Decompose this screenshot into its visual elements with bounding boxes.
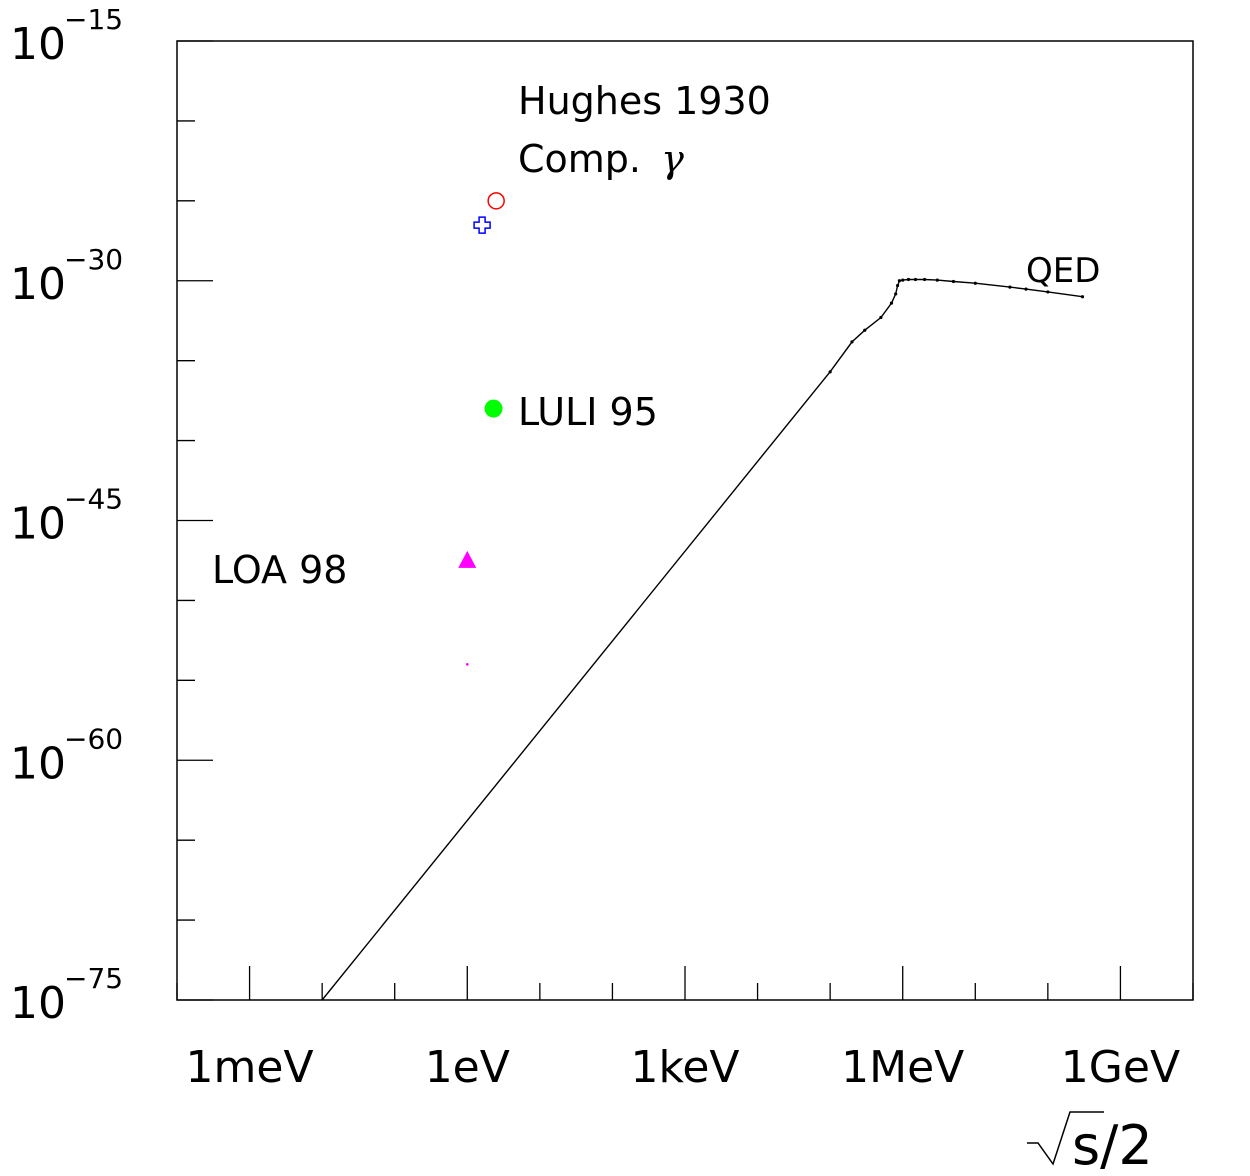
label-comp-prefix: Comp. bbox=[518, 137, 653, 181]
y-tick-exponent: −75 bbox=[64, 962, 123, 995]
marker-hughes-1930 bbox=[487, 192, 505, 210]
series-point-qed bbox=[879, 315, 883, 320]
x-axis-title-radical bbox=[1027, 1111, 1104, 1166]
marker-loa-98 bbox=[458, 550, 477, 568]
label-qed: QED bbox=[1026, 251, 1100, 291]
series-point-qed bbox=[1024, 287, 1028, 291]
label-loa: LOA 98 bbox=[212, 548, 348, 592]
series-point-qed bbox=[889, 301, 894, 305]
y-tick-mantissa: 10 bbox=[10, 738, 66, 789]
y-tick-mantissa: 10 bbox=[10, 19, 66, 70]
x-axis-title: s/2 bbox=[1027, 1111, 1153, 1176]
marker-luli-95 bbox=[484, 399, 503, 418]
label-gamma-symbol: γ bbox=[661, 137, 684, 181]
label-hughes: Hughes 1930 bbox=[518, 79, 771, 123]
series-point-qed bbox=[935, 278, 939, 282]
axis-ticks bbox=[176, 40, 1194, 1001]
x-tick-label: 1GeV bbox=[1061, 1042, 1180, 1093]
x-tick-label: 1keV bbox=[630, 1042, 739, 1093]
series-point-qed bbox=[951, 279, 956, 284]
y-tick-exponent: −60 bbox=[64, 722, 123, 755]
marker-comp-gamma bbox=[473, 216, 491, 234]
y-tick-mantissa: 10 bbox=[10, 259, 66, 310]
x-tick-labels: 1meV 1eV 1keV 1MeV 1GeV bbox=[186, 1042, 1181, 1093]
series-point-qed bbox=[913, 277, 918, 282]
series-point-qed bbox=[894, 292, 898, 296]
series-point-qed bbox=[1080, 295, 1085, 299]
series-point-qed bbox=[828, 370, 832, 374]
y-tick-exponent: −15 bbox=[64, 3, 123, 36]
series-point-qed bbox=[901, 278, 905, 282]
series-point-qed bbox=[906, 277, 911, 282]
series-point-qed bbox=[973, 281, 977, 285]
x-axis-title-text: s/2 bbox=[1072, 1114, 1153, 1176]
y-tick-mantissa: 10 bbox=[10, 978, 66, 1029]
y-tick-mantissa: 10 bbox=[10, 499, 66, 550]
series-point-qed bbox=[897, 279, 901, 283]
marker-layer bbox=[458, 192, 505, 666]
y-tick-exponent: −30 bbox=[64, 243, 123, 276]
series-point-qed bbox=[1008, 285, 1012, 289]
y-tick-exponent: −45 bbox=[64, 483, 123, 516]
series-layer bbox=[321, 277, 1085, 1001]
series-point-qed bbox=[895, 283, 900, 288]
plot-frame bbox=[176, 40, 1194, 1001]
label-comp-gamma: Comp. γ bbox=[518, 137, 684, 181]
x-tick-label: 1meV bbox=[186, 1042, 314, 1093]
series-point-qed bbox=[922, 277, 927, 282]
x-tick-label: 1MeV bbox=[841, 1042, 964, 1093]
x-tick-label: 1eV bbox=[425, 1042, 510, 1093]
marker-dot bbox=[465, 663, 469, 666]
series-line-qed bbox=[321, 278, 1083, 1001]
series-point-qed bbox=[1046, 290, 1050, 294]
series-point-qed bbox=[850, 340, 854, 344]
series-point-qed bbox=[863, 328, 867, 332]
label-luli: LULI 95 bbox=[518, 390, 658, 434]
